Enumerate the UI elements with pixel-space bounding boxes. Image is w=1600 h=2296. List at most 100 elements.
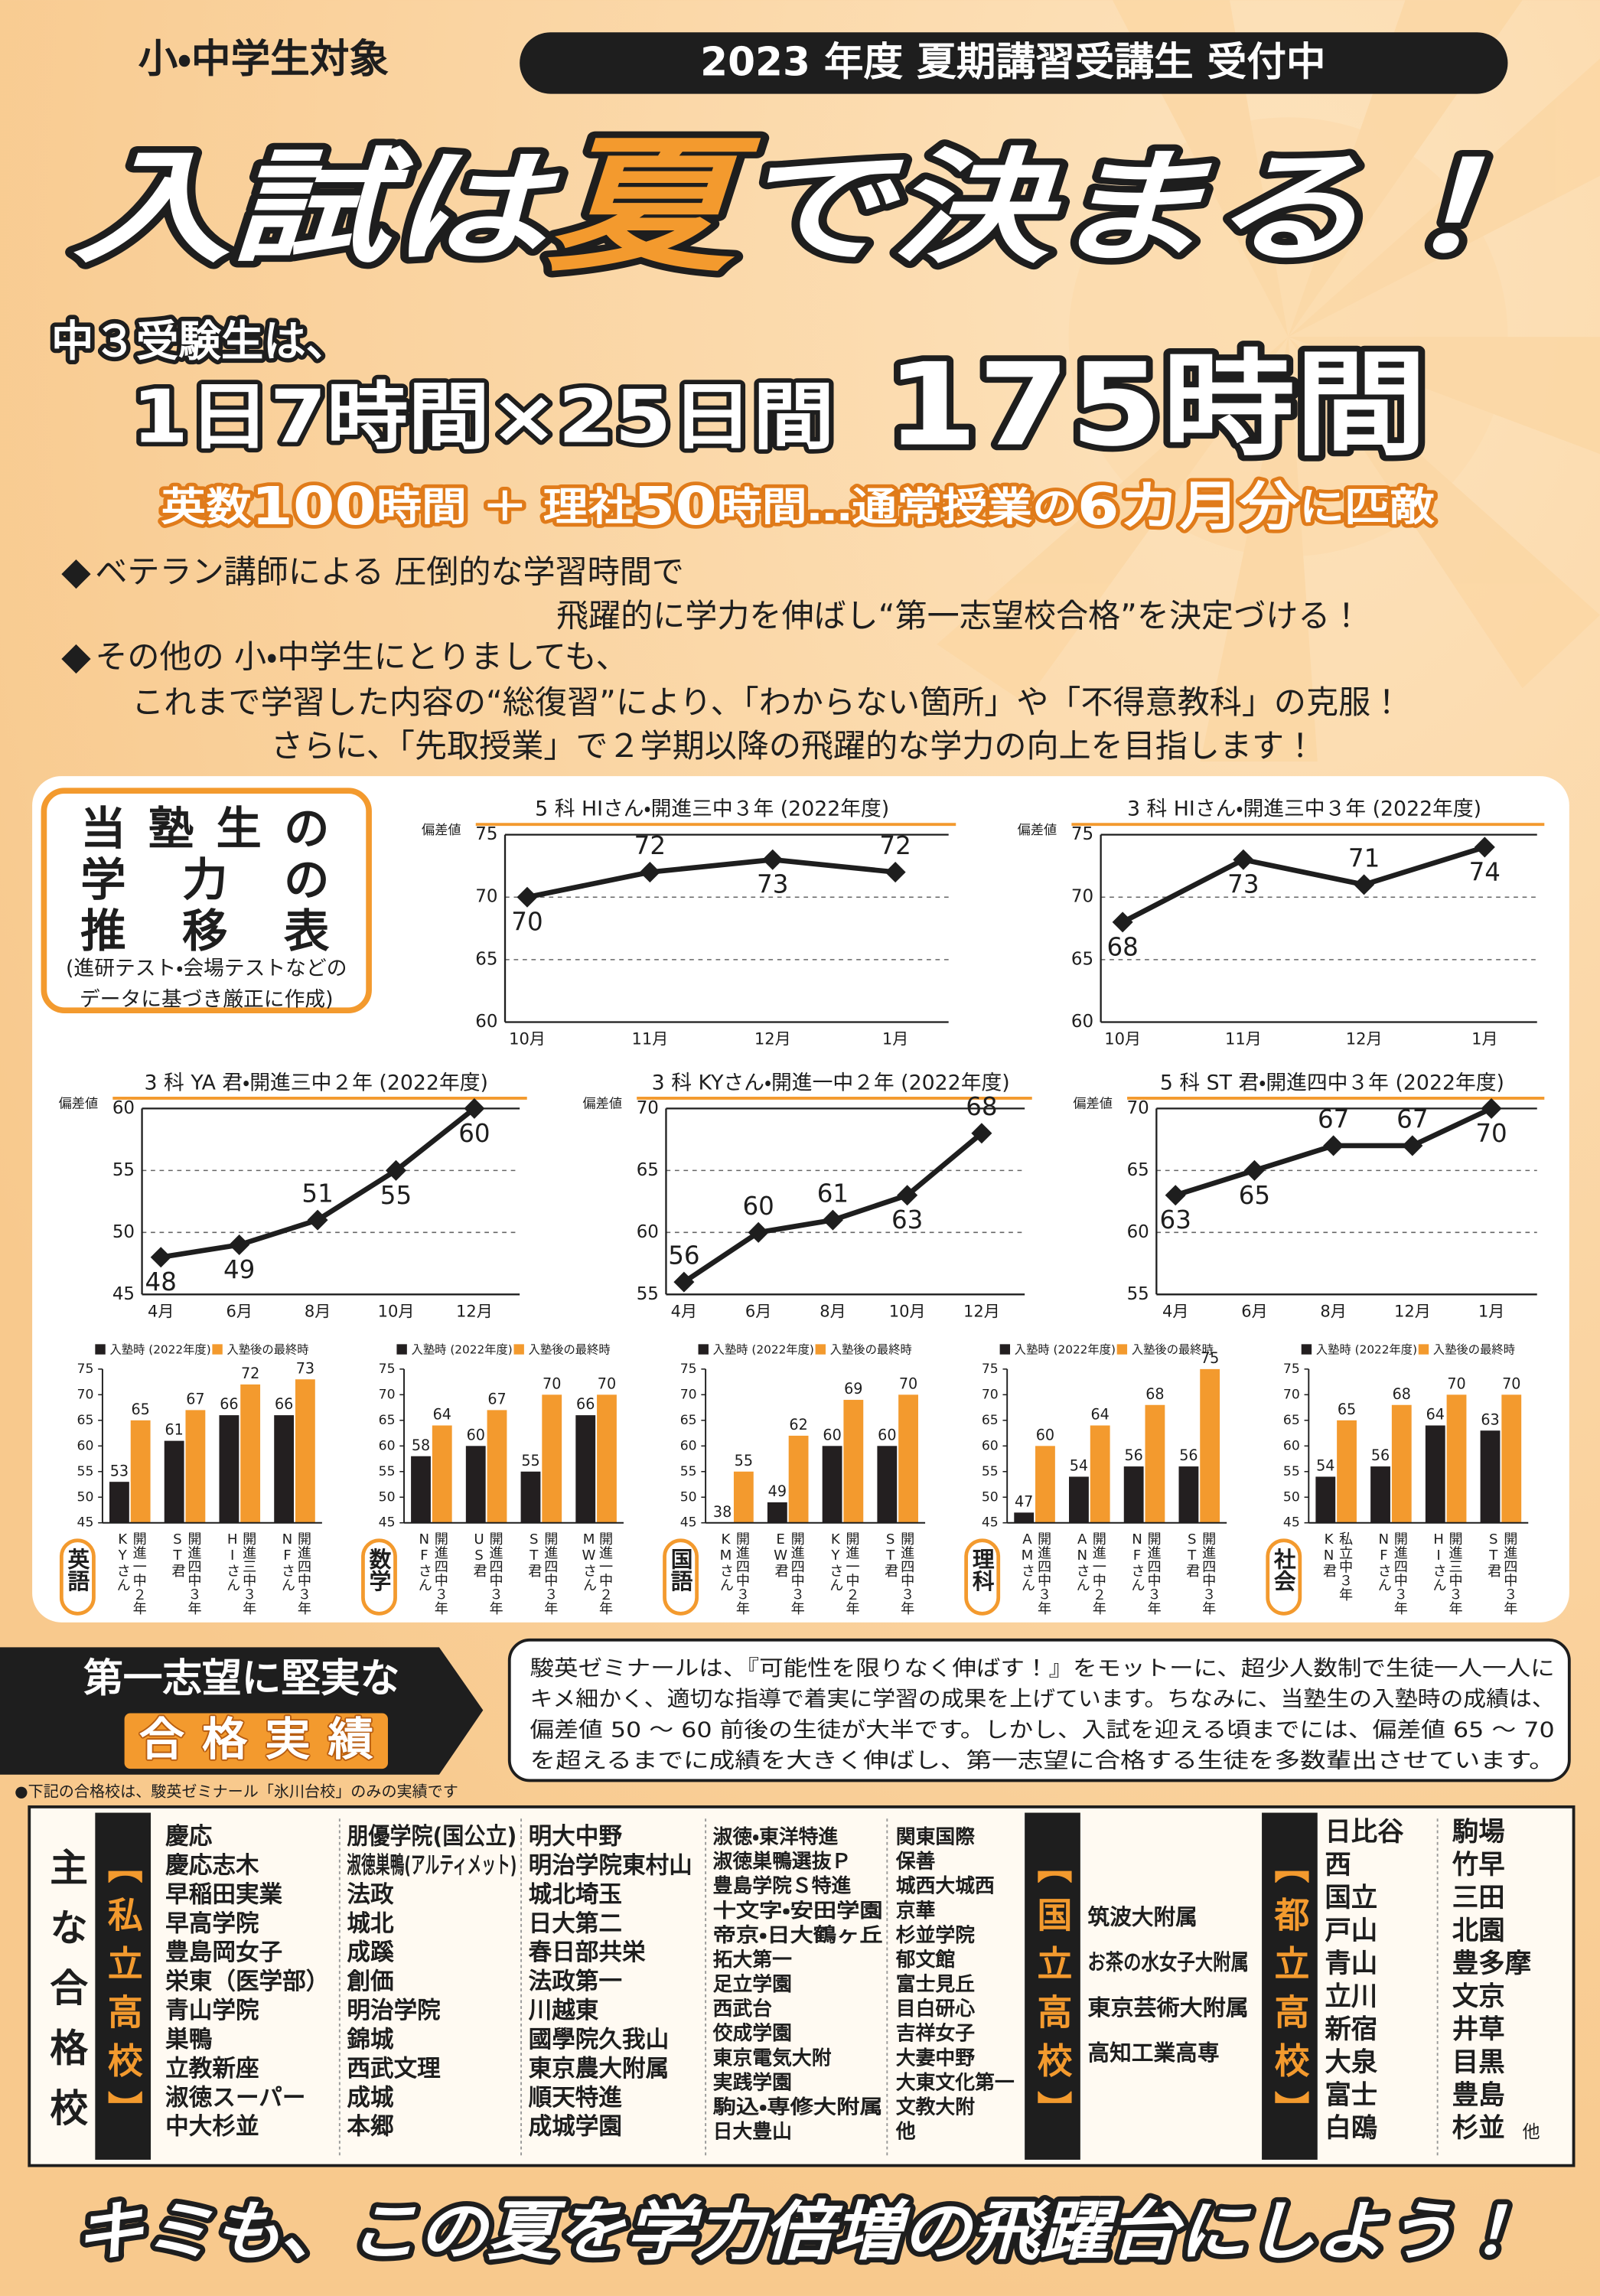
x-tick-label: 開進四中３年 [1145,1531,1162,1615]
bar-value: 70 [899,1375,917,1392]
x-tick-label: ST君 [169,1531,185,1577]
school-name: 淑徳巣鴨(アルティメット) [347,1852,516,1879]
metro-label-bg [1262,1812,1318,2160]
school-name: 文教大附 [896,2095,975,2118]
data-point [1243,1159,1265,1181]
y-tick-label: 70 [1127,1098,1149,1118]
school-name: 十文字・安田学園 [713,1899,883,1923]
bar-value: 66 [275,1395,293,1413]
x-tick-label: 開進四中３年 [542,1531,558,1615]
data-label: 48 [145,1267,177,1296]
y-tick-label: 70 [1071,887,1093,907]
x-tick-label: 開進三中３年 [1447,1531,1463,1615]
y-tick-label: 60 [1283,1438,1300,1453]
y-tick-label: 55 [1283,1464,1300,1479]
bar-value: 70 [598,1375,616,1392]
school-name: 杉並 [1452,2113,1505,2144]
subject-badge [1266,1538,1302,1616]
bar-value: 56 [1179,1446,1198,1464]
y-tick-label: 45 [112,1284,135,1304]
y-tick-label: 65 [77,1413,94,1428]
y-tick-label: 65 [1283,1413,1300,1428]
hours-total: 175時間 [885,339,1427,472]
x-tick-label: 11月 [1225,1029,1262,1048]
bar [487,1410,507,1523]
bar [1035,1446,1055,1523]
y-tick-label: 65 [680,1413,697,1428]
school-name: 竹早 [1452,1850,1505,1880]
data-label: 63 [891,1205,923,1234]
legend-swatch [1301,1344,1312,1355]
legend-label: 入塾時 (2022年度) [109,1343,210,1357]
school-name: 北園 [1452,1916,1505,1946]
x-tick-label: 開進四中３年 [432,1531,448,1615]
x-tick-label: 開進四中３年 [1501,1531,1517,1615]
bar-value: 63 [1481,1411,1499,1428]
x-tick-label: NFさん [279,1531,295,1591]
school-name: 佼成学園 [712,2021,792,2045]
national-label-bg [1025,1812,1080,2160]
data-point [307,1209,328,1231]
x-tick-label: ANさん [1074,1531,1090,1591]
results-text-box [507,1638,1571,1782]
subject-label: 国語 [668,1548,694,1591]
school-name: 淑徳スーパー [165,2085,305,2112]
school-name: 順天特進 [529,2085,623,2112]
school-name: 三田 [1452,1883,1505,1913]
data-point [1165,1185,1186,1206]
school-name: 高知工業高専 [1087,2040,1219,2066]
data-point [822,1209,843,1231]
x-tick-label: ST君 [882,1531,898,1577]
results-text: 偏差値 50 ～ 60 前後の生徒が大半です。しかし、入試を迎える頃までには、偏… [530,1717,1555,1742]
school-name: 國學院久我山 [529,2027,670,2053]
x-tick-label: 開進一中２年 [843,1531,859,1615]
bar [733,1471,754,1523]
headline-part: で決まる！ [734,136,1522,279]
x-tick-label: NFさん [416,1531,432,1591]
footer-slogan: キミも、この夏を学力倍増の飛躍台にしよう！ [75,2193,1524,2268]
x-tick-label: 開進四中３年 [789,1531,805,1615]
bar-value: 75 [1201,1349,1219,1367]
data-label: 65 [1239,1181,1270,1210]
y-tick-label: 65 [1071,949,1093,969]
data-point [385,1159,407,1181]
y-tick-label: 55 [637,1284,659,1304]
bar [1014,1512,1035,1523]
data-point [1112,912,1133,933]
data-point [885,862,906,883]
bar [274,1415,295,1523]
y-tick-label: 70 [982,1387,999,1402]
breakdown-part: 6カ月分 [1077,476,1301,537]
bar-value: 64 [433,1406,451,1424]
x-tick-label: MWさん [581,1531,597,1591]
school-name: 大泉 [1325,2047,1377,2078]
school-name: 筑波大附属 [1087,1903,1197,1929]
y-tick-label: 75 [1071,824,1093,844]
chart-title: 3 科 YA 君・開進三中２年 (2022年度) [145,1071,488,1094]
bar [1337,1420,1357,1523]
y-axis-label: 偏差値 [1018,823,1057,838]
bar [465,1446,486,1523]
legend-swatch [1116,1344,1128,1355]
school-name: 白鴎 [1325,2113,1377,2144]
school-name: 青山学院 [165,1997,259,2024]
bar-value: 38 [713,1503,732,1521]
x-tick-label: 開進一中２年 [131,1531,147,1615]
school-name: 巣鴨 [165,2027,212,2053]
bar-value: 60 [823,1426,841,1443]
school-name: 明大中野 [529,1824,623,1851]
x-tick-label: KYさん [827,1531,843,1591]
school-name: 豊多摩 [1452,1949,1532,1979]
bar-value: 55 [521,1452,539,1469]
bullet-text: ベテラン講師による 圧倒的な学習時間で [95,553,684,591]
bar [1145,1404,1165,1523]
school-name: 城北埼玉 [529,1881,622,1908]
bullet-text: その他の 小・中学生にとりましても、 [95,638,627,676]
school-name: 国立 [1325,1883,1377,1913]
data-label: 74 [1469,857,1501,886]
school-name: 成城 [347,2085,394,2112]
bar-value: 65 [131,1401,149,1418]
y-tick-label: 70 [1283,1387,1300,1402]
bar-value: 73 [296,1359,314,1377]
legend-label: 入塾後の最終時 [529,1343,611,1357]
